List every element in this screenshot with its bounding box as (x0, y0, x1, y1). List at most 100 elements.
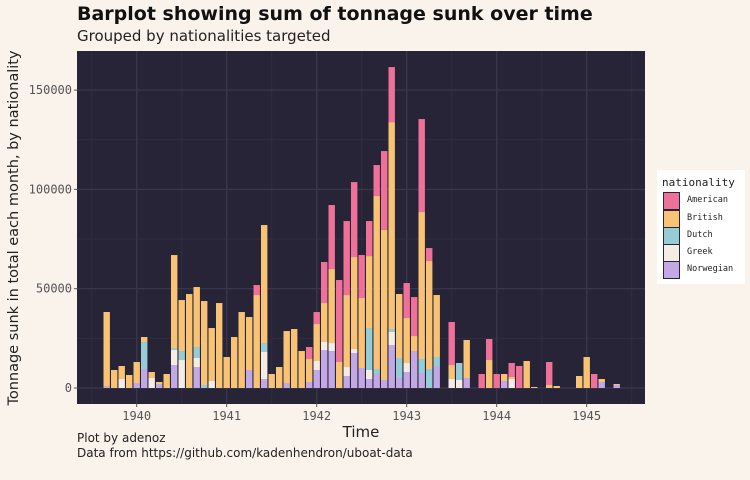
bar-greek-1940-11 (208, 381, 215, 388)
bar-american-1943-03 (418, 119, 425, 213)
bar-british-1940-08 (186, 294, 193, 388)
bar-american-1942-01 (313, 312, 320, 325)
bar-greek-1942-01 (313, 361, 320, 371)
bar-british-1942-06 (351, 257, 358, 350)
bar-dutch-1940-02 (141, 342, 148, 370)
bar-dutch-1940-10 (201, 385, 208, 388)
bar-norwegian-1941-06 (261, 379, 268, 388)
bar-british-1944-03 (508, 376, 515, 380)
bar-british-1943-04 (426, 261, 433, 370)
bar-british-1945-05 (613, 384, 620, 386)
bar-british-1942-07 (358, 298, 365, 369)
bar-british-1941-10 (291, 329, 298, 388)
bar-british-1940-07 (178, 300, 185, 352)
bar-british-1939-10 (111, 370, 118, 388)
chart-subtitle: Grouped by nationalities targeted (77, 27, 331, 45)
bar-american-1942-10 (381, 151, 388, 231)
caption-author: Plot by adenoz (77, 431, 166, 445)
bar-american-1944-08 (546, 362, 553, 386)
bar-british-1941-06 (261, 225, 268, 344)
bar-american-1943-07 (448, 322, 455, 366)
bar-british-1940-10 (201, 301, 208, 386)
bar-norwegian-1940-04 (156, 384, 163, 388)
bar-british-1939-12 (126, 375, 133, 388)
bar-american-1944-04 (516, 365, 523, 388)
bar-british-1941-05 (253, 295, 260, 388)
x-tick-label: 1941 (212, 409, 241, 423)
legend-item-norwegian: Norwegian (663, 261, 743, 279)
bar-dutch-1942-12 (396, 358, 403, 379)
bar-greek-1940-03 (148, 378, 155, 388)
bar-greek-1940-06 (171, 350, 178, 366)
bar-norwegian-1942-03 (328, 351, 335, 388)
bar-greek-1942-06 (351, 349, 358, 354)
bar-norwegian-1940-01 (133, 382, 140, 388)
bar-dutch-1942-08 (366, 328, 373, 371)
legend: nationality American British Dutch Greek… (657, 170, 745, 284)
chart-title: Barplot showing sum of tonnage sunk over… (77, 3, 593, 25)
bar-british-1942-03 (328, 269, 335, 344)
bar-american-1943-01 (403, 283, 410, 319)
bar-dutch-1943-03 (418, 359, 425, 374)
bar-british-1941-12 (306, 359, 313, 383)
x-tick-label: 1944 (482, 409, 511, 423)
bar-greek-1943-07 (448, 379, 455, 388)
bar-american-1942-09 (373, 165, 380, 197)
legend-label: Greek (687, 247, 713, 257)
bar-british-1942-05 (343, 295, 350, 368)
bar-norwegian-1942-06 (351, 353, 358, 388)
bar-british-1944-06 (531, 387, 538, 388)
bar-british-1943-12 (486, 360, 493, 388)
bar-norwegian-1942-11 (388, 345, 395, 388)
legend-item-american: American (663, 192, 743, 210)
bar-greek-1941-06 (261, 352, 268, 380)
bar-dutch-1943-08 (456, 362, 463, 380)
bar-british-1943-05 (433, 295, 440, 357)
bar-american-1941-12 (306, 347, 313, 360)
bar-dutch-1942-09 (373, 368, 380, 374)
bar-british-1943-07 (448, 365, 455, 380)
bar-norwegian-1940-06 (171, 365, 178, 388)
y-tick-label: 0 (65, 381, 72, 395)
bar-british-1940-04 (156, 382, 163, 385)
bar-greek-1943-01 (403, 363, 410, 373)
y-tick-label: 50000 (36, 282, 72, 296)
bar-american-1942-05 (343, 221, 350, 296)
bar-norwegian-1942-07 (358, 368, 365, 388)
bar-american-1942-04 (336, 280, 343, 363)
legend-swatch (663, 192, 680, 210)
bar-american-1943-11 (478, 373, 485, 388)
x-tick-label: 1945 (572, 409, 601, 423)
bar-british-1941-01 (223, 357, 230, 388)
bar-dutch-1943-04 (426, 369, 433, 388)
bar-american-1943-02 (411, 297, 418, 337)
bar-american-1944-01 (493, 373, 500, 388)
bar-norwegian-1942-05 (343, 376, 350, 388)
bar-norwegian-1943-03 (418, 373, 425, 388)
bar-norwegian-1941-12 (306, 382, 313, 388)
bar-british-1944-02 (501, 374, 508, 382)
bar-british-1942-02 (321, 303, 328, 343)
legend-label: Norwegian (687, 264, 734, 274)
bar-british-1941-08 (276, 367, 283, 388)
bar-dutch-1940-09 (193, 347, 200, 359)
bar-dutch-1940-07 (178, 351, 185, 361)
bar-british-1941-03 (238, 312, 245, 388)
bar-norwegian-1943-05 (433, 365, 440, 388)
bar-american-1942-06 (351, 182, 358, 258)
bar-american-1944-03 (508, 362, 515, 377)
bar-british-1942-08 (366, 256, 373, 329)
bar-dutch-1940-06 (171, 348, 178, 351)
bar-british-1942-09 (373, 196, 380, 369)
bar-british-1940-09 (193, 287, 200, 348)
x-tick-label: 1940 (122, 409, 151, 423)
bar-norwegian-1942-08 (366, 379, 373, 388)
bar-norwegian-1941-09 (283, 382, 290, 388)
bar-american-1943-04 (426, 248, 433, 262)
bar-american-1942-03 (328, 205, 335, 270)
legend-swatch (663, 227, 680, 245)
y-tick-label: 150000 (29, 83, 72, 97)
bar-greek-1939-11 (118, 379, 125, 388)
bar-greek-1944-03 (508, 379, 515, 388)
